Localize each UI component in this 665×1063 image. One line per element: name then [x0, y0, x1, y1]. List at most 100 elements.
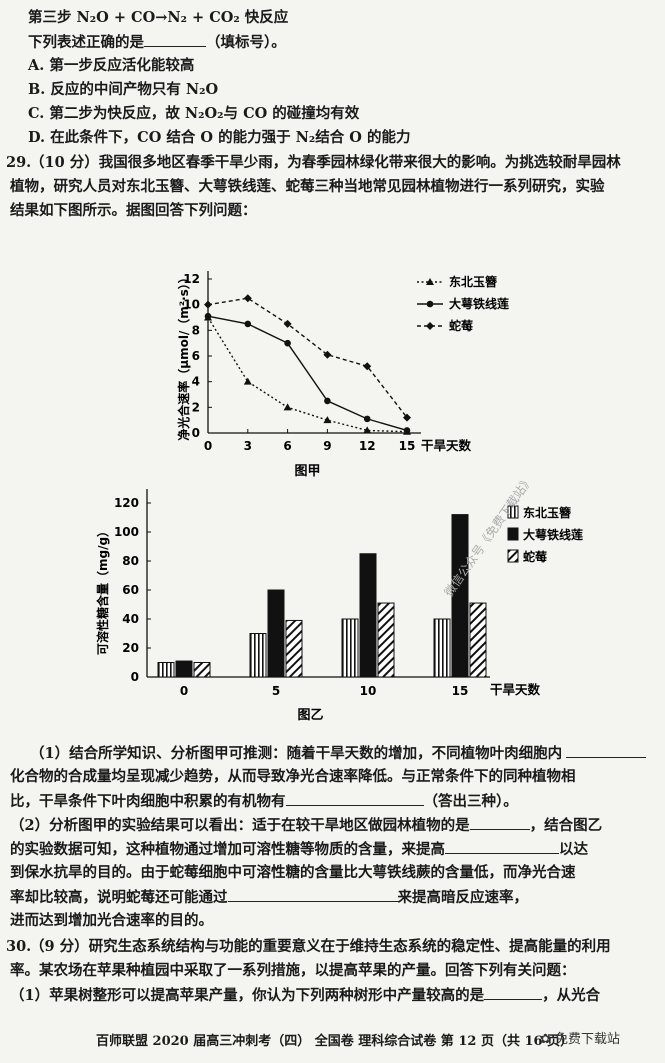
- q29-p2-text2-tail: 以达: [559, 841, 588, 858]
- q30-line2: 率。某农场在苹果种植园中采取了一系列措施，以提高苹果的产量。回答下列有关问题：: [10, 962, 576, 979]
- question-prompt: 下列表述正确的是 （填标号）。: [28, 32, 286, 53]
- chart-a-data-point: [363, 426, 372, 434]
- chart-b-y-tick-label: 20: [122, 641, 139, 655]
- chart-a-data-point: [403, 413, 411, 422]
- q30-number: 30.: [6, 938, 32, 955]
- chart-b-x-tick-label: 10: [360, 684, 377, 698]
- question-tail: （填标号）。: [206, 34, 286, 51]
- chart-b-bar: [267, 589, 285, 678]
- q30-line1: （9 分）研究生态系统结构与功能的重要意义在于维持生态系统的稳定性、提高能量的利…: [30, 938, 611, 955]
- chart-b-y-tick-label: 60: [122, 583, 139, 597]
- chart-a-data-point: [283, 319, 292, 328]
- q29-blank-5[interactable]: [227, 887, 398, 902]
- option-a: A. 第一步反应活化能较高: [28, 57, 195, 74]
- chart-a-y-label: 净光合速率（μmol/（m²·s））: [176, 271, 191, 441]
- line-chart-fig-a: 0 2 4 6 8 10 12 0 3 6 9 12 15 干旱天数 净光合速率（μmol/（m²·s）） 图…: [176, 271, 509, 479]
- q29-p2-text4-tail: 来提高暗反应速率，: [397, 889, 529, 906]
- chart-a-x-tick-label: 12: [359, 439, 376, 453]
- q30-text3: （1）苹果树整形可以提高苹果产量，你认为下列两种树形中产量较高的是: [10, 987, 485, 1004]
- q29-p2-text2: 的实验数据可知，这种植物通过增加可溶性糖等物质的含量，来提高: [10, 841, 445, 858]
- chart-a-data-point: [363, 362, 372, 371]
- chart-a-series-line: [207, 317, 408, 433]
- chart-b-y-tick-label: 100: [114, 525, 139, 539]
- chart-b-bar: [451, 514, 469, 678]
- chart-a-legend-label: 蛇莓: [449, 318, 473, 333]
- q29-blank-4[interactable]: [445, 839, 559, 854]
- chart-a-data-point: [323, 350, 332, 359]
- logo-text: 免费下载站: [555, 1032, 621, 1047]
- q29-intro-3: 结果如下图所示。据图回答下列问题：: [10, 202, 257, 219]
- chart-a-y-tick-label: 0: [192, 426, 200, 440]
- chart-b-bar: [193, 662, 211, 678]
- q29-p1-text3-tail: （答出三种）。: [423, 793, 518, 810]
- q29-blank-3[interactable]: [469, 815, 530, 830]
- chart-a-data-point: [284, 339, 291, 347]
- chart-b-x-tick-label: 0: [180, 684, 188, 698]
- chart-b-legend-label: 东北玉簪: [523, 505, 571, 520]
- chart-a-y-tick-label: 12: [183, 272, 200, 286]
- q29-number: 29.: [6, 154, 32, 171]
- chart-b-x-tick-label: 15: [452, 684, 469, 698]
- chart-b-bar: [359, 553, 377, 678]
- q29-p2-text1: （2）分析图甲的实验结果可以看出：适于在较干旱地区做园林植物的是: [10, 817, 470, 834]
- q29-p2-text1-tail: ，结合图乙: [529, 817, 603, 834]
- chart-a-data-point: [403, 427, 411, 434]
- chart-b-bar: [249, 633, 267, 678]
- chart-b-y-tick-label: 80: [122, 554, 139, 568]
- question-text: 下列表述正确的是: [28, 34, 144, 51]
- site-logo: ✿ 免费下载站: [540, 1028, 620, 1047]
- chart-b-x-label: 干旱天数: [490, 682, 541, 697]
- chart-a-data-point: [363, 415, 371, 423]
- chart-a-data-point: [324, 397, 331, 405]
- chart-a-x-label: 干旱天数: [421, 438, 472, 453]
- chart-b-legend-label: 蛇莓: [523, 549, 547, 564]
- chart-a-legend-marker: [426, 322, 434, 330]
- chart-b-y-tick-label: 0: [131, 670, 139, 684]
- chart-a-series-line: [207, 297, 408, 419]
- chart-a-data-point: [204, 300, 212, 309]
- q29-blank-1[interactable]: [566, 743, 647, 758]
- chart-b-bar: [433, 618, 451, 678]
- q29-p1-line3: 比，干旱条件下叶肉细胞中积累的有机物有 （答出三种）。: [10, 791, 518, 812]
- chart-a-x-tick-label: 0: [204, 439, 212, 453]
- q29-p1-text3: 比，干旱条件下叶肉细胞中积累的有机物有: [10, 793, 286, 810]
- chart-b-bar: [469, 602, 487, 678]
- chart-a-series-line: [207, 315, 408, 432]
- logo-icon: ✿: [540, 1032, 556, 1047]
- chart-a-data-point: [283, 403, 292, 411]
- chart-a-data-point: [204, 312, 212, 320]
- chart-b-bar: [377, 602, 395, 678]
- chart-a-legend-label: 大萼铁线莲: [449, 296, 509, 311]
- chart-a-y-tick-label: 4: [192, 375, 200, 389]
- q29-p1-line1: （1）结合所学知识、分析图甲可推测：随着干旱天数的增加，不同植物叶肉细胞内: [30, 743, 647, 764]
- chart-a-legend-marker: [426, 300, 434, 308]
- chart-b-bar: [341, 618, 359, 678]
- chart-a-data-point: [244, 320, 252, 328]
- q30-blank-1[interactable]: [484, 985, 543, 1000]
- chart-a-data-point: [243, 377, 252, 385]
- chart-b-y-tick-label: 120: [114, 496, 139, 510]
- chart-b-bar: [285, 619, 303, 678]
- chart-a-y-tick-label: 10: [183, 298, 200, 312]
- chart-a-y-tick-label: 8: [192, 323, 200, 337]
- chart-b-legend-swatch: [507, 549, 519, 563]
- chart-a-data-point: [243, 294, 252, 303]
- chart-b-legend-swatch: [507, 527, 519, 541]
- q29-p2-line1: （2）分析图甲的实验结果可以看出：适于在较干旱地区做园林植物的是 ，结合图乙: [10, 815, 602, 836]
- chart-b-bar: [157, 662, 175, 678]
- step3-line: 第三步 N₂O + CO→N₂ + CO₂ 快反应: [28, 9, 289, 26]
- q29-p1-text1: （1）结合所学知识、分析图甲可推测：随着干旱天数的增加，不同植物叶肉细胞内: [30, 745, 563, 762]
- chart-b-y-label: 可溶性糖含量（mg/g）: [95, 525, 110, 655]
- chart-b-x-tick-label: 5: [272, 684, 280, 698]
- chart-a-x-tick-label: 3: [244, 439, 252, 453]
- q30-text3-tail: ，从光合: [542, 987, 601, 1004]
- q29-p1-line2: 化合物的合成量均呈现减少趋势，从而导致净光合速率降低。与正常条件下的同种植物相: [10, 768, 576, 785]
- q30-line3: （1）苹果树整形可以提高苹果产量，你认为下列两种树形中产量较高的是 ，从光合: [10, 985, 600, 1006]
- chart-a-x-tick-label: 6: [283, 439, 291, 453]
- option-d: D. 在此条件下，CO 结合 O 的能力强于 N₂结合 O 的能力: [28, 129, 411, 146]
- chart-a-legend-label: 东北玉簪: [449, 274, 497, 289]
- answer-blank[interactable]: [144, 32, 206, 47]
- q29-blank-2[interactable]: [285, 791, 424, 806]
- chart-a-x-tick-label: 15: [399, 439, 416, 453]
